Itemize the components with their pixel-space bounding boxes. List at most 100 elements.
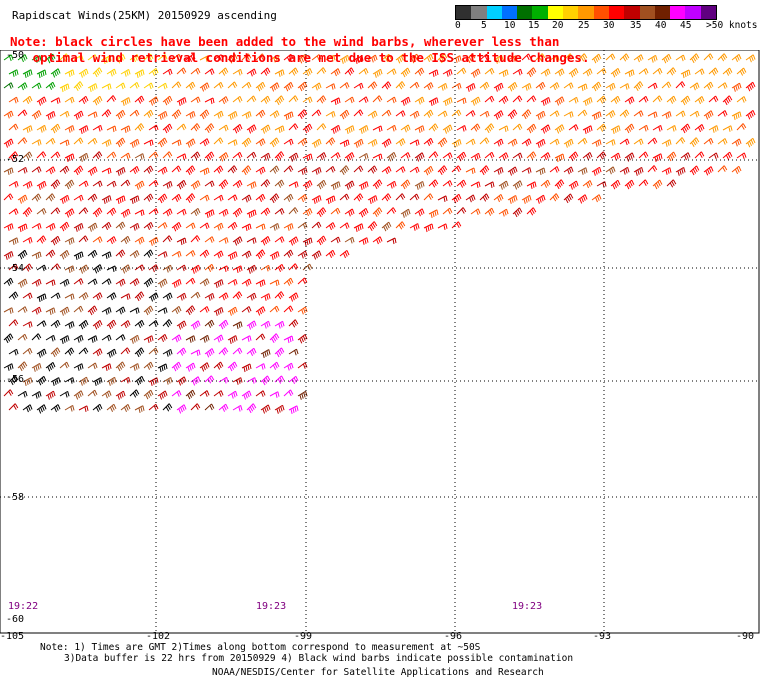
wind-barb — [297, 81, 308, 92]
wind-barb — [22, 347, 33, 355]
wind-barb — [134, 319, 145, 329]
wind-barb — [339, 139, 350, 148]
wind-barb — [232, 68, 243, 76]
wind-barb — [134, 123, 145, 132]
wind-barb — [269, 391, 280, 398]
wind-barb — [633, 138, 644, 146]
wind-barb — [456, 151, 467, 162]
wind-barb — [330, 124, 341, 134]
wind-barb — [344, 67, 355, 76]
wind-barb — [106, 265, 117, 273]
wind-barb — [36, 96, 47, 106]
wind-barb — [717, 82, 728, 89]
wind-barb — [50, 319, 61, 328]
wind-barb — [274, 95, 285, 106]
wind-barb — [554, 124, 565, 134]
wind-barb — [64, 265, 75, 273]
scale-color-cell — [486, 6, 502, 19]
wind-barb — [619, 83, 630, 90]
wind-barb — [535, 194, 546, 204]
wind-barb — [358, 153, 369, 160]
scale-color-cell — [700, 6, 717, 19]
wind-barb — [157, 82, 168, 90]
wind-barb — [45, 81, 56, 90]
wind-barb — [465, 194, 476, 203]
wind-barb — [633, 54, 644, 63]
wind-barb — [470, 123, 481, 132]
wind-barb — [171, 81, 182, 89]
wind-barb — [610, 95, 621, 104]
time-label: 19:23 — [512, 601, 543, 612]
wind-barb — [442, 207, 453, 215]
wind-barb — [148, 264, 159, 273]
wind-barb — [199, 109, 210, 120]
wind-barb — [638, 179, 649, 187]
wind-barb — [176, 347, 187, 356]
wind-barb — [297, 109, 308, 120]
wind-barb — [568, 180, 579, 190]
wind-barb — [199, 362, 210, 372]
wind-barb — [484, 207, 495, 216]
wind-barb — [171, 193, 182, 202]
wind-barb — [129, 165, 140, 175]
wind-barb — [717, 53, 728, 62]
wind-barb — [470, 181, 481, 188]
wind-barb — [540, 68, 551, 77]
wind-barb — [148, 403, 159, 411]
wind-barb — [134, 153, 145, 160]
wind-barb — [106, 319, 117, 330]
wind-barb — [423, 53, 434, 63]
wind-barb — [106, 180, 117, 188]
wind-barb — [302, 153, 313, 162]
wind-barb — [204, 403, 215, 411]
wind-barb — [409, 110, 420, 119]
wind-barb — [106, 348, 117, 358]
wind-barb — [148, 347, 159, 355]
wind-barb — [442, 152, 453, 159]
wind-barb — [213, 361, 224, 370]
wind-barb — [428, 123, 439, 132]
wind-barb — [274, 236, 285, 243]
wind-barb — [199, 167, 210, 176]
wind-barb — [311, 138, 322, 148]
scale-color-cell — [593, 6, 609, 19]
wind-barb — [78, 292, 89, 301]
wind-barb — [218, 292, 229, 301]
wind-barb — [465, 138, 476, 146]
wind-barb — [171, 390, 182, 397]
wind-barb — [227, 278, 238, 286]
wind-barb — [423, 223, 434, 233]
wind-barb — [367, 195, 378, 204]
wind-barb — [176, 320, 187, 330]
wind-barb — [297, 306, 308, 315]
lat-label: -54 — [6, 263, 25, 274]
wind-barb — [400, 152, 411, 159]
wind-barb — [92, 319, 103, 330]
wind-barb — [185, 335, 196, 343]
wind-barb — [339, 82, 350, 89]
wind-barb — [227, 139, 238, 146]
wind-barb — [451, 109, 462, 117]
wind-barb — [437, 53, 448, 64]
wind-barb — [162, 403, 173, 412]
wind-barb — [386, 207, 397, 215]
wind-barb — [232, 291, 243, 300]
wind-barb — [591, 111, 602, 121]
wind-barb — [50, 404, 61, 413]
wind-barb — [3, 277, 14, 286]
wind-barb — [134, 264, 145, 272]
wind-barb — [316, 235, 327, 246]
wind-barb — [87, 54, 98, 61]
wind-barb — [731, 111, 742, 121]
wind-barb — [577, 83, 588, 92]
wind-barb — [3, 138, 14, 148]
wind-barb — [568, 68, 579, 78]
wind-barb — [288, 123, 299, 131]
wind-barb — [31, 193, 42, 202]
wind-barb — [36, 264, 47, 272]
wind-barb — [577, 109, 588, 117]
wind-barb — [381, 53, 392, 62]
wind-barb — [157, 307, 168, 314]
wind-barb — [3, 223, 14, 231]
wind-barb — [316, 67, 327, 75]
